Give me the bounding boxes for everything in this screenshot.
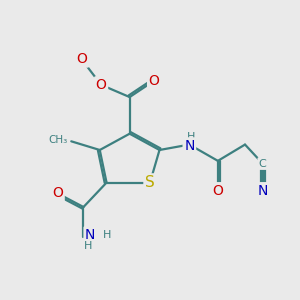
Text: N: N [85, 228, 95, 242]
Text: O: O [96, 78, 106, 92]
Text: N: N [257, 184, 268, 198]
Text: H: H [83, 242, 92, 251]
Text: CH₃: CH₃ [48, 135, 67, 145]
Text: O: O [212, 184, 223, 198]
Text: O: O [52, 186, 63, 200]
Text: C: C [259, 159, 266, 169]
Text: S: S [145, 175, 155, 190]
Text: H: H [187, 132, 195, 142]
Text: O: O [77, 52, 88, 66]
Text: H: H [102, 230, 111, 240]
Text: O: O [148, 74, 160, 88]
Text: N: N [184, 139, 194, 153]
